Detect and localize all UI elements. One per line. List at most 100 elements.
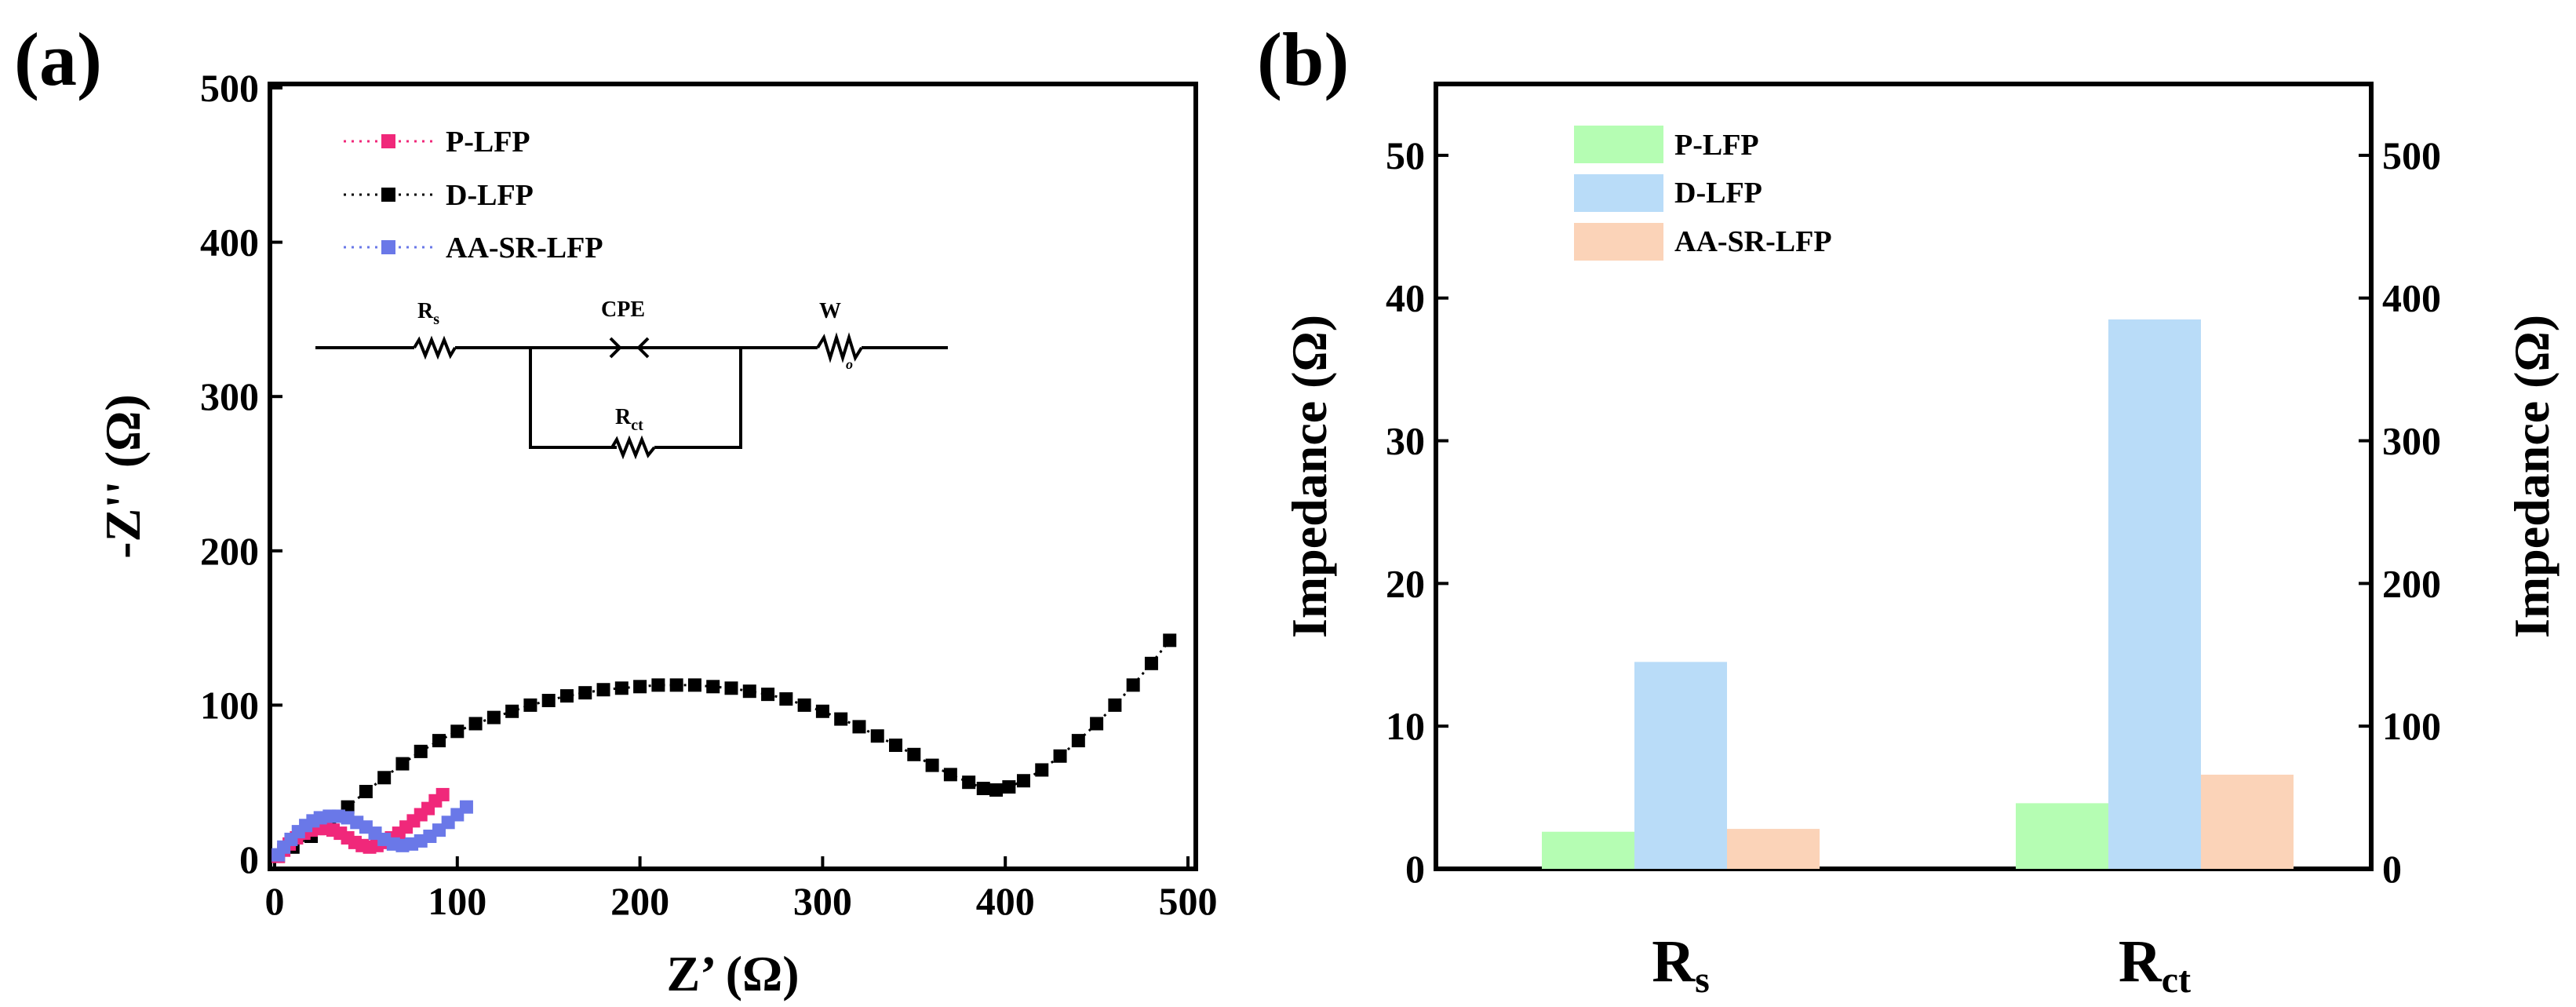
- legend-item-p-lfp: P-LFP: [344, 126, 530, 159]
- bar-aa-sr-lfp-rs: [1727, 829, 1820, 869]
- data-point: [359, 784, 373, 798]
- data-point: [724, 681, 738, 695]
- data-point: [1035, 763, 1049, 777]
- data-point: [925, 758, 939, 772]
- data-point: [614, 681, 629, 695]
- y-tick-label: 50: [1386, 133, 1425, 177]
- legend-marker-d-lfp: [381, 188, 395, 202]
- x-tick-label: 0: [265, 879, 285, 923]
- cpe-element-icon: [636, 337, 650, 359]
- data-point: [779, 692, 793, 706]
- legend-item-d-lfp: D-LFP: [1574, 174, 1762, 212]
- data-point: [1016, 774, 1030, 788]
- panel-a-series: [271, 633, 1177, 863]
- circuit-label-cpe: CPE: [601, 297, 645, 322]
- legend-label-d-lfp: D-LFP: [1674, 177, 1762, 210]
- y-tick-label: 20: [1386, 561, 1425, 605]
- data-point: [669, 678, 683, 692]
- panel-a-x-axis-title: Z’ (Ω): [666, 946, 799, 1002]
- panel-a-label: (a): [14, 17, 102, 101]
- data-point: [962, 775, 976, 790]
- panel-b-legend: P-LFP D-LFP AA-SR-LFP: [1574, 126, 1832, 261]
- x-tick-label: 300: [793, 879, 852, 923]
- y-tick-label: 10: [1386, 704, 1425, 748]
- legend-item-p-lfp: P-LFP: [1574, 126, 1759, 163]
- panel-a-x-ticks: 0 100 200 300 400 500: [265, 856, 1218, 923]
- y-tick-label: 300: [200, 374, 259, 418]
- y-tick-label: 0: [1405, 847, 1425, 891]
- data-point: [1108, 698, 1122, 712]
- data-point: [1002, 780, 1016, 794]
- legend-item-aa-sr-lfp: AA-SR-LFP: [344, 232, 603, 265]
- panel-b-left-y-axis-title: Impedance (Ω): [1281, 315, 1337, 638]
- legend-swatch-d-lfp: [1574, 174, 1663, 212]
- y-tick-label: 200: [200, 529, 259, 573]
- panel-a-y-ticks: 0 100 200 300 400 500: [200, 66, 282, 881]
- legend-swatch-p-lfp: [1574, 126, 1663, 163]
- y-tick-label-right: 400: [2382, 276, 2441, 320]
- legend-swatch-aa-sr-lfp: [1574, 223, 1663, 261]
- legend-label-aa-sr-lfp: AA-SR-LFP: [446, 232, 603, 265]
- equivalent-circuit-inset: [315, 332, 948, 460]
- data-point: [578, 686, 592, 700]
- y-tick-label-right: 300: [2382, 419, 2441, 463]
- data-point: [1126, 678, 1140, 692]
- legend-item-aa-sr-lfp: AA-SR-LFP: [1574, 223, 1832, 261]
- resistor-rs-icon: [413, 335, 457, 360]
- panel-b-bars: [1542, 319, 2294, 869]
- data-point: [559, 689, 574, 703]
- data-point: [1090, 717, 1104, 731]
- data-point: [459, 800, 473, 814]
- x-tick-label: 400: [976, 879, 1035, 923]
- category-label-rs-sub: s: [1695, 959, 1710, 1001]
- circuit-label-w-sub: o: [846, 356, 853, 372]
- legend-label-p-lfp: P-LFP: [446, 126, 530, 159]
- bar-aa-sr-lfp-rct: [2201, 775, 2294, 869]
- panel-a: (a) 0 100 200 300 400 500 0 100 200 300 400 500 Z’…: [14, 17, 1218, 1002]
- y-tick-label: 100: [200, 683, 259, 727]
- data-point: [523, 698, 537, 712]
- y-tick-label-right: 500: [2382, 133, 2441, 177]
- data-point: [377, 771, 392, 785]
- data-point: [414, 744, 428, 758]
- x-tick-label: 100: [428, 879, 486, 923]
- data-point: [870, 729, 884, 743]
- warburg-element-icon: [816, 332, 863, 363]
- y-tick-label: 0: [239, 837, 259, 881]
- x-tick-label: 500: [1159, 879, 1218, 923]
- data-point: [651, 678, 665, 692]
- y-tick-label-right: 0: [2382, 847, 2402, 891]
- panel-a-legend: P-LFP D-LFP AA-SR-LFP: [344, 126, 603, 265]
- x-tick-label: 200: [610, 879, 669, 923]
- data-point: [395, 757, 410, 771]
- y-tick-label-right: 100: [2382, 704, 2441, 748]
- data-point: [1163, 633, 1177, 648]
- data-point: [505, 704, 519, 718]
- panel-a-y-axis-title: -Z'' (Ω): [95, 394, 151, 558]
- data-point: [1071, 734, 1085, 748]
- circuit-label-rct: Rct: [615, 405, 643, 434]
- circuit-label-rct-sub: ct: [631, 417, 643, 434]
- y-tick-label: 40: [1386, 276, 1425, 320]
- data-point: [1053, 749, 1067, 763]
- circuit-label-rs-sub: s: [433, 311, 439, 328]
- data-point: [943, 768, 957, 782]
- data-point: [761, 688, 775, 702]
- legend-label-d-lfp: D-LFP: [446, 179, 534, 212]
- y-tick-label: 500: [200, 66, 259, 110]
- panel-b-right-y-axis-title: Impedance (Ω): [2504, 315, 2560, 638]
- data-point: [706, 680, 720, 694]
- data-point: [633, 680, 647, 694]
- legend-label-aa-sr-lfp: AA-SR-LFP: [1674, 225, 1832, 258]
- bar-d-lfp-rs: [1634, 662, 1727, 869]
- data-point: [852, 720, 866, 734]
- data-point: [432, 734, 446, 748]
- y-tick-label-right: 200: [2382, 561, 2441, 605]
- panel-b-left-y-ticks: 0 10 20 30 40 50: [1386, 133, 1448, 891]
- data-point: [889, 739, 903, 753]
- panel-a-plot-frame: [268, 82, 1198, 871]
- bar-p-lfp-rs: [1542, 831, 1634, 869]
- cpe-element-icon: [609, 337, 622, 359]
- data-point: [450, 724, 465, 739]
- data-point: [834, 712, 848, 726]
